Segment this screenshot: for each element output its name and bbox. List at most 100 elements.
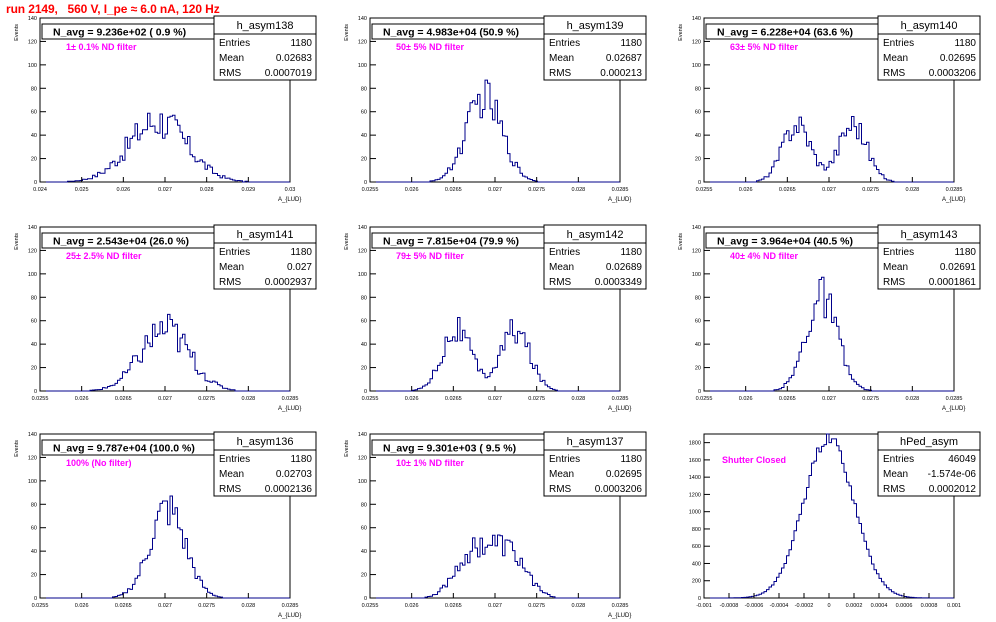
x-tick-label: 0.0255 — [362, 396, 379, 402]
x-tick-label: 0.0265 — [445, 603, 462, 609]
stats-value: 0.0001861 — [929, 277, 977, 288]
histogram-name: h_asym140 — [901, 20, 958, 32]
y-tick-label: 100 — [28, 479, 37, 485]
stats-value: 0.0003349 — [595, 277, 643, 288]
stats-value: 1180 — [954, 38, 976, 49]
stats-value: 0.02683 — [276, 53, 313, 64]
stats-key: Mean — [549, 53, 574, 64]
histogram-name: h_asym138 — [237, 20, 294, 32]
histogram-line — [370, 534, 620, 599]
y-tick-label: 20 — [361, 157, 367, 163]
x-tick-label: 0.027 — [822, 396, 836, 402]
x-tick-label: 0.027 — [822, 187, 836, 193]
y-tick-label: 120 — [692, 248, 701, 254]
x-tick-label: 0.026 — [405, 187, 419, 193]
y-axis-label: Events — [14, 233, 20, 250]
filter-annotation: 10± 1% ND filter — [396, 458, 464, 468]
stats-key: RMS — [883, 277, 906, 288]
stats-value: 0.0003206 — [929, 68, 977, 79]
x-tick-label: 0.0285 — [282, 603, 299, 609]
x-axis-label: A_{LUD} — [278, 197, 301, 203]
x-tick-label: 0.026 — [75, 396, 89, 402]
histogram-line — [40, 313, 290, 392]
stats-value: 0.02695 — [940, 53, 977, 64]
stats-key: RMS — [219, 68, 242, 79]
stats-box — [877, 242, 981, 290]
y-tick-label: 80 — [361, 502, 367, 508]
x-tick-label: 0.0275 — [528, 396, 545, 402]
stats-key: Mean — [219, 53, 244, 64]
x-tick-label: 0.0255 — [362, 187, 379, 193]
navg-header: N_avg = 2.543e+04 (26.0 %) — [53, 236, 189, 248]
stats-value: 0.0002937 — [265, 277, 313, 288]
stats-key: Entries — [883, 247, 914, 258]
y-tick-label: 140 — [358, 432, 367, 438]
y-tick-label: 40 — [361, 342, 367, 348]
filter-annotation: 100% (No filter) — [66, 458, 132, 468]
y-tick-label: 80 — [695, 295, 701, 301]
x-tick-label: -0.0002 — [795, 603, 814, 609]
y-tick-label: 40 — [361, 133, 367, 139]
y-tick-label: 0 — [698, 389, 701, 395]
histogram-panel: 0.0255 0.026 0.0265 0.027 0.0275 0.028 0.0285 0… — [344, 224, 647, 412]
y-tick-label: 140 — [28, 225, 37, 231]
histogram-panel: -0.001 -0.0008 -0.0006 -0.0004 -0.0002 0 0.000… — [689, 431, 981, 609]
x-axis-label: A_{LUD} — [278, 406, 301, 412]
x-axis-label: A_{LUD} — [608, 197, 631, 203]
y-tick-label: 120 — [358, 248, 367, 254]
x-tick-label: 0.029 — [241, 187, 255, 193]
histogram-name: hPed_asym — [900, 436, 958, 448]
y-tick-label: 80 — [695, 86, 701, 92]
x-tick-label: -0.001 — [696, 603, 712, 609]
y-tick-label: 20 — [31, 366, 37, 372]
x-tick-label: 0.027 — [488, 187, 502, 193]
y-tick-label: 1200 — [689, 492, 701, 498]
y-axis-label: Events — [14, 24, 20, 41]
y-tick-label: 60 — [31, 110, 37, 116]
y-tick-label: 60 — [31, 526, 37, 532]
x-tick-label: 0.0008 — [921, 603, 938, 609]
histogram-line — [370, 79, 620, 183]
y-tick-label: 100 — [28, 272, 37, 278]
x-tick-label: 0.0285 — [946, 187, 963, 193]
histogram-panel: 0.0255 0.026 0.0265 0.027 0.0275 0.028 0.0285 0… — [678, 224, 981, 412]
y-tick-label: 140 — [28, 432, 37, 438]
y-tick-label: 0 — [698, 180, 701, 186]
stats-value: 1180 — [954, 247, 976, 258]
filter-annotation: 50± 5% ND filter — [396, 42, 464, 52]
y-tick-label: 1000 — [689, 510, 701, 516]
y-tick-label: 1800 — [689, 441, 701, 447]
y-tick-label: 80 — [361, 295, 367, 301]
histogram-line — [704, 116, 954, 183]
stats-value: 0.02695 — [606, 469, 643, 480]
filter-annotation: 79± 5% ND filter — [396, 251, 464, 261]
stats-key: RMS — [549, 68, 572, 79]
x-tick-label: 0.026 — [405, 396, 419, 402]
histogram-panel: 0.0255 0.026 0.0265 0.027 0.0275 0.028 0.0285 0… — [14, 224, 317, 412]
stats-box — [543, 242, 647, 290]
y-tick-label: 60 — [695, 319, 701, 325]
y-tick-label: 20 — [361, 366, 367, 372]
stats-key: Mean — [883, 53, 908, 64]
stats-key: Mean — [219, 469, 244, 480]
y-tick-label: 40 — [361, 549, 367, 555]
x-tick-label: 0.0275 — [862, 396, 879, 402]
x-tick-label: -0.0006 — [745, 603, 764, 609]
stats-value: 0.0007019 — [265, 68, 313, 79]
y-tick-label: 120 — [358, 455, 367, 461]
y-tick-label: 20 — [695, 366, 701, 372]
y-tick-label: 120 — [28, 455, 37, 461]
x-tick-label: 0.028 — [571, 603, 585, 609]
y-tick-label: 80 — [31, 502, 37, 508]
x-tick-label: 0.028 — [905, 396, 919, 402]
stats-value: 1180 — [620, 38, 642, 49]
y-tick-label: 100 — [692, 272, 701, 278]
x-tick-label: 0.028 — [200, 187, 214, 193]
stats-key: Entries — [549, 247, 580, 258]
histogram-name: h_asym142 — [567, 229, 624, 241]
navg-header: N_avg = 6.228e+04 (63.6 %) — [717, 27, 853, 39]
y-tick-label: 120 — [692, 39, 701, 45]
x-tick-label: 0.0275 — [528, 187, 545, 193]
stats-value: 0.0002012 — [929, 484, 977, 495]
